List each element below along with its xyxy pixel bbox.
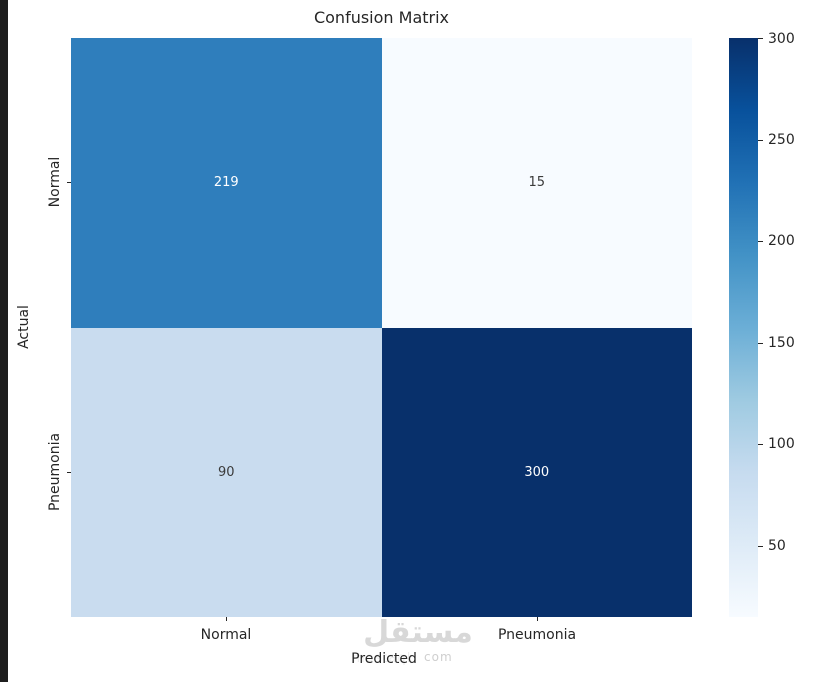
heatmap-grid: 219 15 90 300	[71, 38, 692, 617]
heatmap-cell-true-normal-pred-pneumonia: 15	[381, 38, 692, 328]
x-tick-mark	[537, 617, 538, 621]
heatmap-cell-true-normal-pred-normal: 219	[71, 38, 382, 328]
cell-value: 15	[528, 175, 546, 191]
colorbar-tick-label: 250	[768, 132, 795, 148]
y-tick-mark	[67, 472, 71, 473]
colorbar-tick-mark	[758, 546, 763, 547]
colorbar-tick-mark	[758, 444, 763, 445]
chart-title: Confusion Matrix	[313, 8, 450, 27]
colorbar-gradient	[729, 38, 758, 617]
watermark-com-suffix: com	[424, 650, 453, 664]
x-tick-label-pneumonia: Pneumonia	[497, 627, 577, 643]
colorbar-tick-label: 100	[768, 436, 795, 452]
x-tick-label-normal: Normal	[200, 627, 252, 643]
cell-value: 219	[213, 175, 239, 191]
y-tick-label-pneumonia: Pneumonia	[47, 432, 63, 512]
colorbar-tick-mark	[758, 343, 763, 344]
colorbar-tick-mark	[758, 140, 763, 141]
y-tick-mark	[67, 182, 71, 183]
x-axis-label: Predicted	[351, 651, 417, 667]
colorbar-tick-mark	[758, 38, 763, 39]
heatmap-cell-true-pneumonia-pred-pneumonia: 300	[381, 327, 692, 617]
colorbar-tick-mark	[758, 241, 763, 242]
colorbar-tick-label: 150	[768, 335, 795, 351]
watermark-logo: مستقل	[363, 615, 473, 650]
y-tick-label-normal: Normal	[47, 156, 63, 208]
watermark-latin-text: mostaql	[352, 651, 412, 666]
cell-value: 300	[524, 464, 550, 480]
y-axis-label: Actual	[16, 305, 32, 349]
heatmap-cell-true-pneumonia-pred-normal: 90	[71, 327, 382, 617]
cell-value: 90	[217, 464, 235, 480]
x-tick-mark	[226, 617, 227, 621]
colorbar-tick-label: 200	[768, 233, 795, 249]
colorbar-tick-label: 50	[768, 538, 786, 554]
window-edge-stripe	[0, 0, 8, 682]
colorbar-tick-label: 300	[768, 31, 795, 47]
